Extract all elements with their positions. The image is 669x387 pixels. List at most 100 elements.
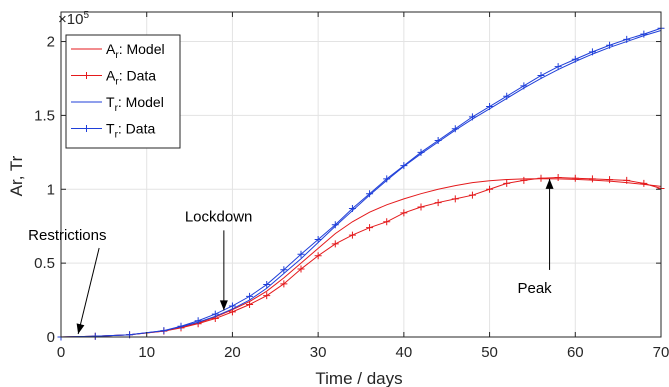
- annotation-arrow-head: [219, 300, 228, 311]
- data-point: [554, 173, 562, 181]
- data-point: [246, 301, 254, 308]
- series-line: [60, 178, 662, 338]
- data-point: [520, 176, 528, 184]
- annotation-arrow-head: [545, 178, 554, 189]
- data-point: [571, 55, 579, 63]
- annotation-restrictions: Restrictions: [28, 227, 107, 335]
- data-point: [606, 176, 614, 184]
- y-tick-label: 0.5: [34, 255, 55, 272]
- legend-sub: r: [115, 103, 119, 114]
- y-tick-label: 1: [47, 181, 55, 198]
- legend-item: Ar: Data: [71, 68, 156, 88]
- tick-layer: 0 10 20 30 40 50 60 70 0 0.5 1 1.5 2: [34, 12, 669, 361]
- legend-sub: r: [115, 50, 119, 61]
- data-point: [246, 292, 254, 300]
- data-point: [383, 218, 391, 226]
- series-ar-model: [60, 178, 662, 338]
- data-point: [297, 265, 305, 273]
- data-point: [503, 179, 511, 187]
- data-point: [537, 174, 545, 182]
- x-tick-label: 70: [653, 344, 669, 361]
- data-point: [177, 322, 185, 330]
- legend-sub: r: [115, 130, 119, 141]
- legend-item: Ar: Model: [71, 41, 165, 61]
- annotation-label: Peak: [517, 280, 552, 297]
- legend-main: A: [106, 41, 116, 57]
- data-point: [623, 176, 631, 184]
- x-tick-label: 40: [396, 344, 413, 361]
- legend-item: Tr: Model: [71, 94, 164, 114]
- data-point: [606, 41, 614, 49]
- data-point: [160, 327, 168, 335]
- legend-main: T: [106, 94, 115, 110]
- annotation-lockdown: Lockdown: [185, 208, 253, 311]
- y-tick-label: 0: [47, 329, 55, 346]
- legend-label: Tr: Data: [106, 121, 155, 141]
- annotation-arrow-head: [76, 323, 85, 334]
- y-tick-label: 1.5: [34, 107, 55, 124]
- legend-box: [65, 34, 181, 149]
- data-point: [554, 63, 562, 71]
- data-point: [314, 236, 322, 243]
- plot-area-frame: [60, 11, 662, 338]
- data-point: [383, 175, 391, 183]
- annotation-label: Restrictions: [28, 227, 106, 244]
- legend-label: Ar: Model: [106, 41, 165, 61]
- y-axis-title: Ar, Tr: [7, 155, 26, 196]
- data-point: [520, 82, 528, 90]
- legend-label: Ar: Data: [106, 68, 156, 88]
- x-axis-title: Time / days: [315, 369, 402, 387]
- series-ar-data: [57, 173, 665, 341]
- data-point: [314, 252, 322, 260]
- data-point: [280, 266, 288, 274]
- data-point: [640, 30, 648, 38]
- data-point: [228, 302, 236, 310]
- data-point: [640, 179, 648, 187]
- data-point: [486, 103, 494, 111]
- data-point: [451, 125, 459, 133]
- data-point: [228, 308, 236, 316]
- data-point: [503, 92, 511, 100]
- data-point: [571, 174, 579, 182]
- data-point: [434, 199, 442, 207]
- annotation-label: Lockdown: [185, 208, 253, 225]
- data-point: [263, 281, 271, 289]
- y-exponent-power: 5: [83, 10, 89, 21]
- x-tick-label: 10: [138, 344, 155, 361]
- x-tick-label: 0: [57, 344, 65, 361]
- data-point: [468, 113, 476, 121]
- annotation-layer: Restrictions Lockdown Peak: [28, 178, 554, 335]
- data-point: [297, 250, 305, 258]
- legend-rest: : Model: [118, 94, 164, 110]
- data-point: [451, 195, 459, 203]
- data-point: [366, 224, 374, 232]
- legend-rest: : Data: [119, 68, 157, 84]
- legend-marker-sample: [83, 125, 90, 132]
- data-point: [588, 48, 596, 56]
- legend-label: Tr: Model: [106, 94, 164, 114]
- y-exponent-base: ×10: [58, 11, 83, 28]
- data-point: [537, 72, 545, 80]
- data-point: [366, 190, 374, 198]
- x-tick-label: 30: [310, 344, 327, 361]
- data-point: [486, 185, 494, 193]
- data-point: [331, 221, 339, 229]
- x-tick-label: 60: [567, 344, 584, 361]
- y-axis-exponent-label: ×105: [58, 10, 89, 28]
- data-point: [588, 175, 596, 183]
- data-point: [417, 203, 425, 211]
- data-point: [468, 191, 476, 199]
- data-point: [194, 317, 202, 325]
- data-point: [348, 204, 356, 212]
- data-point: [348, 231, 356, 239]
- legend-sub: r: [115, 77, 119, 88]
- data-point: [434, 137, 442, 145]
- data-point: [280, 280, 288, 288]
- data-point: [331, 240, 339, 248]
- legend-main: T: [106, 121, 115, 137]
- annotation-arrow-line: [77, 247, 100, 335]
- annotation-peak: Peak: [517, 178, 554, 297]
- legend-marker-sample: [83, 72, 90, 79]
